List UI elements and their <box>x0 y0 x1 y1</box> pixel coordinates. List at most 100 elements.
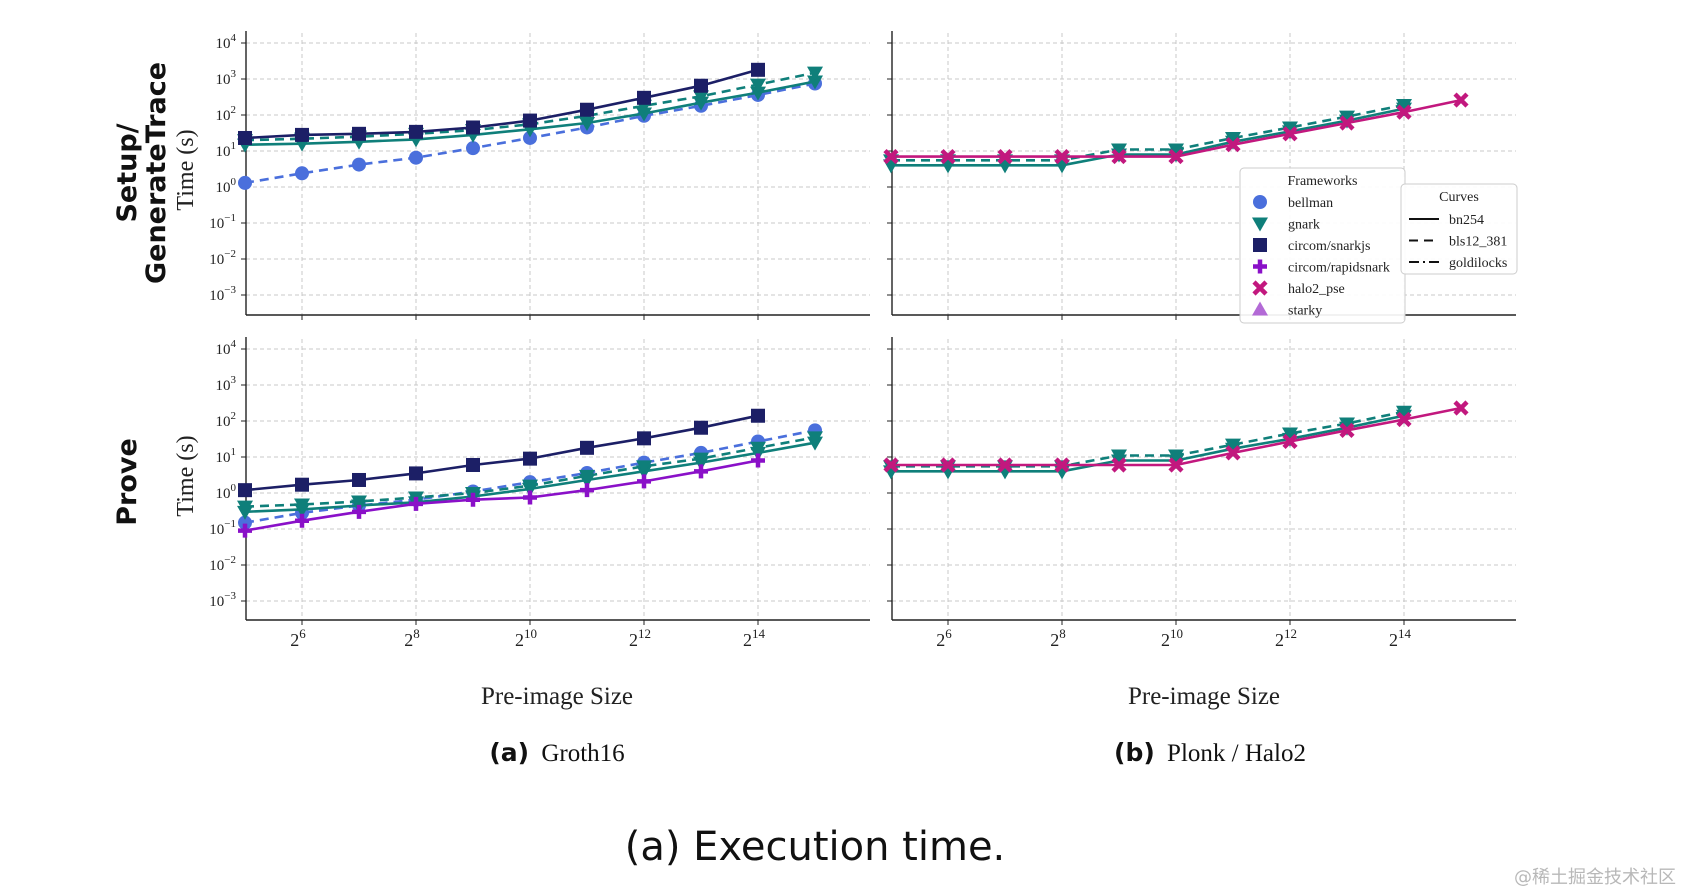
data-point-gnark <box>1339 110 1355 125</box>
legend-frameworks-title: Frameworks <box>1288 174 1358 189</box>
y-tick-label: 10−2 <box>209 248 236 268</box>
data-point-gnark <box>1339 417 1355 432</box>
data-point-gnark <box>1225 438 1241 453</box>
data-point-bellman <box>466 141 480 156</box>
legend-curves-box <box>1400 183 1518 275</box>
data-point-circom-rapidsnark <box>238 523 252 538</box>
watermark: @稀土掘金技术社区 <box>1514 867 1676 888</box>
y-tick-label: 100 <box>216 482 237 502</box>
main-caption: (a) Execution time. <box>625 824 1006 870</box>
caption-plonk-tag: (b) <box>1114 738 1155 767</box>
series-line-circom-snarkjs-bn254 <box>244 414 759 492</box>
data-point-halo2_pse <box>883 457 899 473</box>
y-tick-label: 10−1 <box>209 212 236 232</box>
legend-curves-title: Curves <box>1439 190 1479 205</box>
data-point-gnark <box>1111 143 1127 158</box>
data-point-circom-snarkjs <box>409 466 423 481</box>
legend-label-starky: starky <box>1288 304 1322 319</box>
data-point-circom-snarkjs <box>751 62 765 77</box>
legend-label-gnark: gnark <box>1288 218 1320 233</box>
legend-label-circom-rapidsnark: circom/rapidsnark <box>1288 261 1390 276</box>
x-tick-label: 212 <box>1275 626 1297 650</box>
y-tick-label: 104 <box>216 32 237 52</box>
data-point-gnark <box>522 479 538 494</box>
x-axis-label-plonk: Pre-image Size <box>1128 683 1280 710</box>
x-tick-label: 214 <box>743 626 766 650</box>
data-point-circom-snarkjs <box>751 408 765 423</box>
x-tick-label: 210 <box>515 626 537 650</box>
legend-curves: Curves bn254 bls12_381 goldilocks <box>1400 183 1518 275</box>
row-label-setup-line2: GenerateTrace <box>141 62 172 284</box>
data-point-gnark <box>1168 143 1184 158</box>
y-tick-label: 10−3 <box>209 590 236 610</box>
series-line-gnark-bls12_381 <box>891 410 1405 468</box>
data-point-circom-snarkjs <box>637 431 651 446</box>
data-point-circom-snarkjs <box>523 451 537 466</box>
data-point-halo2_pse <box>1282 433 1298 450</box>
series-line-circom-snarkjs-bn254 <box>244 68 759 140</box>
data-point-circom-rapidsnark <box>295 513 309 528</box>
panel-groth16-prove: 104 103 102 101 100 10−1 10−2 10−3 26 28 210 212 214 <box>209 337 870 650</box>
caption-plonk: (b) Plonk / Halo2 <box>1114 738 1306 767</box>
data-point-bellman <box>238 175 252 190</box>
y-tick-label: 102 <box>216 410 237 430</box>
legend-frameworks: Frameworks bellman gnark circom/snarkjs circ… <box>1239 167 1406 324</box>
data-point-gnark <box>807 431 823 446</box>
data-point-circom-snarkjs <box>409 124 423 139</box>
x-tick-label: 214 <box>1389 626 1412 650</box>
data-point-gnark <box>237 500 253 515</box>
data-point-gnark <box>1225 131 1241 146</box>
data-point-circom-snarkjs <box>694 78 708 93</box>
x-tick-label: 28 <box>1050 626 1066 650</box>
legend-marker-halo2_pse <box>1252 280 1268 296</box>
data-point-gnark <box>807 66 823 81</box>
y-tick-label: 101 <box>216 446 237 466</box>
series-line-gnark-bn254 <box>891 107 1405 167</box>
series-line-gnark-bn254 <box>891 414 1405 473</box>
data-point-halo2_pse <box>1225 445 1241 461</box>
data-point-gnark <box>750 441 766 456</box>
data-point-halo2_pse <box>997 457 1013 473</box>
y-tick-label: 10−3 <box>209 284 236 304</box>
data-point-circom-snarkjs <box>352 472 366 487</box>
data-point-gnark <box>1396 405 1412 420</box>
y-tick-label: 10−1 <box>209 518 236 538</box>
data-point-gnark <box>693 90 709 105</box>
data-point-halo2_pse <box>1396 411 1412 428</box>
data-point-gnark <box>579 469 595 484</box>
data-point-bellman <box>352 157 366 172</box>
data-point-circom-snarkjs <box>694 420 708 435</box>
legend-label-goldilocks: goldilocks <box>1449 256 1507 271</box>
data-point-halo2_pse <box>1396 104 1412 120</box>
legend-label-circom-snarkjs: circom/snarkjs <box>1288 239 1370 254</box>
y-tick-label: 10−2 <box>209 554 236 574</box>
data-point-circom-rapidsnark <box>352 504 366 519</box>
caption-groth16-tag: (a) <box>489 738 529 767</box>
data-point-gnark <box>1282 121 1298 136</box>
panel-plonk-prove: 26 28 210 212 214 <box>883 337 1516 650</box>
data-point-circom-snarkjs <box>295 127 309 142</box>
data-point-gnark <box>1282 427 1298 442</box>
data-point-circom-snarkjs <box>466 120 480 135</box>
data-point-gnark <box>750 86 766 101</box>
data-point-halo2_pse <box>1453 92 1469 108</box>
x-tick-label: 210 <box>1161 626 1183 650</box>
x-tick-label: 212 <box>629 626 651 650</box>
data-point-halo2_pse <box>1225 137 1241 153</box>
data-point-circom-snarkjs <box>466 457 480 472</box>
y-axis-label-prove: Time (s) <box>173 435 199 516</box>
y-axis-label-setup: Time (s) <box>173 129 199 210</box>
data-point-halo2_pse <box>1339 422 1355 438</box>
y-tick-label: 104 <box>216 338 237 358</box>
data-point-gnark <box>693 452 709 467</box>
data-point-halo2_pse <box>1339 115 1355 131</box>
data-point-circom-snarkjs <box>580 440 594 455</box>
data-point-circom-rapidsnark <box>751 453 765 468</box>
y-tick-label: 100 <box>216 176 237 196</box>
legend-marker-bellman <box>1253 195 1267 209</box>
data-point-circom-snarkjs <box>352 126 366 141</box>
legend-label-bls12_381: bls12_381 <box>1449 235 1507 250</box>
legend-label-bn254: bn254 <box>1449 213 1484 228</box>
y-tick-label: 103 <box>216 68 237 88</box>
